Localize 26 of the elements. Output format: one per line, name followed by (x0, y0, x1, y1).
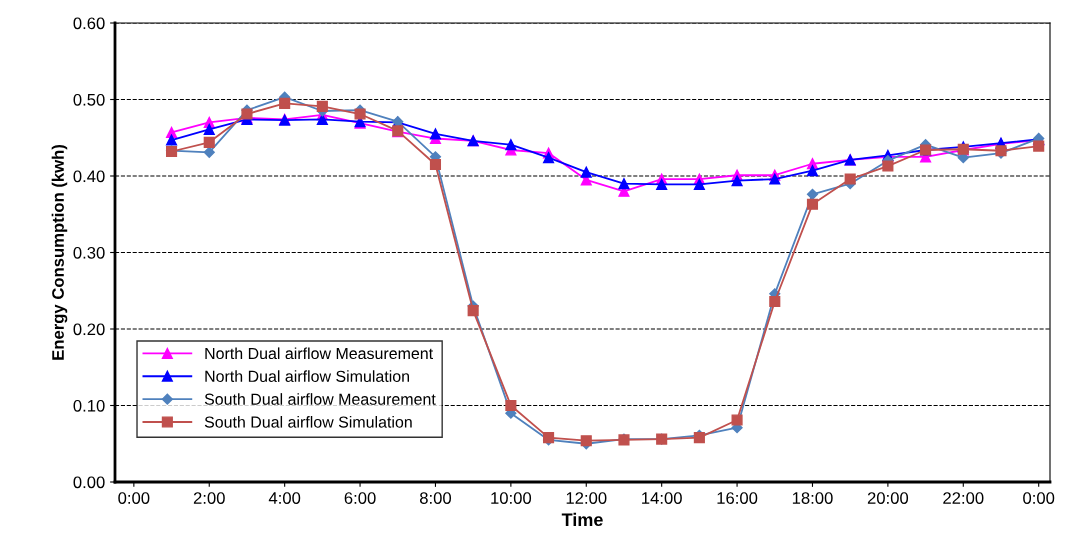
x-tick-label: 14:00 (642, 492, 682, 504)
y-tick-label: 0.00 (73, 476, 105, 489)
x-tick-label: 18:00 (792, 492, 833, 504)
legend-label: North Dual airflow Simulation (205, 370, 409, 382)
y-tick-label: 0.50 (73, 93, 105, 106)
y-tick-label: 0.40 (73, 170, 105, 183)
x-tick-label: 2:00 (193, 492, 225, 504)
y-tick-label: 0.60 (73, 17, 105, 30)
legend-label: South Dual airflow Measurement (204, 393, 436, 405)
y-tick-label: 0.10 (73, 399, 105, 412)
x-axis-title: Time (561, 512, 603, 527)
legend-label: North Dual airflow Measurement (205, 347, 433, 360)
y-tick-label: 0.30 (73, 246, 105, 259)
x-tick-label: 20:00 (867, 492, 909, 504)
x-tick-label: 12:00 (566, 492, 607, 504)
y-tick-label: 0.20 (73, 323, 105, 336)
x-tick-label: 8:00 (419, 492, 452, 504)
x-tick-label: 16:00 (717, 492, 758, 504)
x-tick-label: 22:00 (943, 492, 984, 504)
legend-label: South Dual airflow Simulation (204, 416, 412, 428)
x-tick-label: 4:00 (268, 492, 301, 504)
x-tick-label: 6:00 (344, 492, 376, 504)
y-axis-title: Energy Consumption (kwh) (51, 144, 68, 360)
x-tick-label: 10:00 (491, 492, 532, 504)
x-tick-label: 0:00 (1023, 492, 1055, 504)
x-tick-label: 0:00 (118, 492, 150, 504)
